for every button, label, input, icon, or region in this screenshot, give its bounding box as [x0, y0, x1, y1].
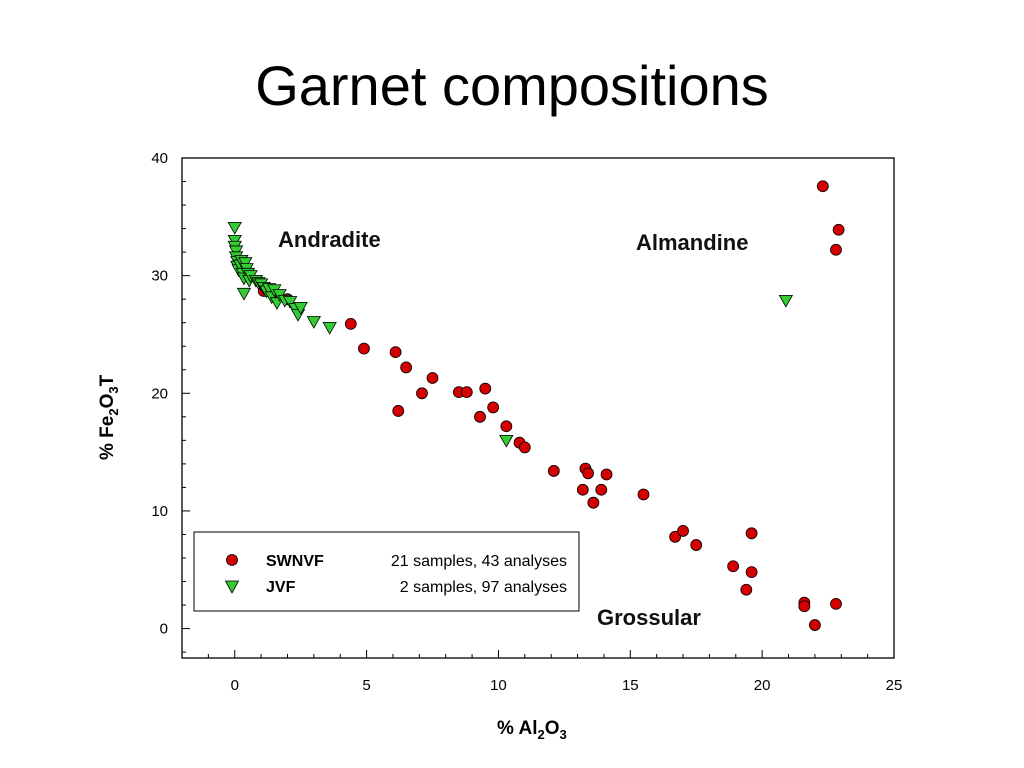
y-axis-ticks: 0 10 20 30 40 — [151, 150, 190, 653]
swnvf-point — [358, 342, 370, 355]
legend: SWNVF 21 samples, 43 analyses JVF 2 samp… — [193, 531, 580, 612]
swnvf-point — [487, 401, 500, 414]
legend-swnvf-marker — [226, 554, 238, 566]
y-axis-label-sub1: 2 — [106, 408, 121, 415]
swnvf-point — [518, 441, 531, 454]
swnvf-point — [426, 372, 439, 384]
legend-jvf-detail: 2 samples, 97 analyses — [400, 579, 567, 596]
swnvf-point — [547, 465, 560, 477]
legend-swnvf-detail: 21 samples, 43 analyses — [391, 553, 567, 570]
swnvf-point — [798, 600, 811, 613]
swnvf-point — [344, 317, 357, 330]
y-axis-label-mid: O — [97, 394, 118, 409]
page-title: Garnet compositions — [255, 54, 769, 117]
swnvf-point — [474, 410, 486, 423]
annotation-grossular: Grossular — [597, 605, 701, 630]
jvf-point — [499, 434, 514, 448]
x-tick-label: 5 — [362, 677, 370, 694]
jvf-point — [778, 294, 794, 308]
y-tick-label: 10 — [151, 503, 168, 520]
swnvf-point — [416, 387, 428, 400]
swnvf-point — [832, 223, 845, 236]
swnvf-point — [816, 180, 829, 193]
swnvf-point — [745, 566, 758, 579]
y-axis-label-suffix: T — [97, 374, 118, 386]
annotation-andradite: Andradite — [278, 227, 381, 252]
legend-jvf-marker — [224, 580, 240, 594]
jvf-point — [293, 302, 308, 315]
legend-box — [193, 531, 580, 612]
swnvf-point — [595, 483, 608, 496]
swnvf-point — [690, 539, 703, 551]
swnvf-point — [600, 468, 613, 481]
swnvf-point — [830, 597, 842, 610]
x-axis-label-sub2: 3 — [559, 727, 566, 742]
plot-frame — [181, 157, 895, 659]
x-axis-label: % Al2O3 — [497, 718, 567, 742]
swnvf-point — [669, 530, 682, 543]
y-axis-label-sub2: 3 — [106, 386, 121, 393]
y-tick-label: 20 — [151, 385, 168, 402]
x-axis-label-mid: O — [545, 718, 560, 739]
swnvf-point — [677, 525, 689, 537]
x-tick-label: 0 — [231, 677, 239, 694]
swnvf-point — [587, 496, 600, 509]
x-axis-ticks: 0 5 10 15 20 25 — [207, 650, 903, 694]
swnvf-point — [479, 382, 492, 395]
swnvf-point — [582, 467, 595, 480]
y-tick-label: 30 — [151, 268, 168, 285]
swnvf-point — [500, 420, 513, 433]
x-tick-label: 20 — [754, 677, 771, 694]
swnvf-point — [727, 560, 740, 573]
swnvf-point — [460, 386, 473, 399]
swnvf-point — [389, 346, 402, 359]
jvf-point — [236, 287, 252, 301]
legend-jvf-name: JVF — [266, 579, 296, 596]
y-axis-label-prefix: % Fe — [97, 416, 118, 460]
y-axis-label: % Fe2O3T — [97, 374, 121, 460]
swnvf-point — [576, 483, 589, 496]
y-tick-label: 0 — [160, 621, 168, 638]
jvf-point — [322, 322, 337, 335]
x-axis-label-sub1: 2 — [537, 727, 544, 742]
data-points — [227, 180, 845, 631]
jvf-point — [306, 316, 322, 329]
annotation-almandine: Almandine — [636, 230, 748, 255]
x-tick-label: 25 — [886, 677, 903, 694]
x-tick-label: 10 — [490, 677, 507, 694]
jvf-point — [227, 222, 242, 235]
swnvf-point — [637, 488, 650, 501]
jvf-point — [282, 296, 298, 309]
swnvf-point — [400, 361, 413, 374]
swnvf-point — [392, 405, 405, 417]
swnvf-point — [830, 243, 842, 256]
y-tick-label: 40 — [151, 150, 168, 167]
x-tick-label: 15 — [622, 677, 639, 694]
swnvf-point — [740, 583, 753, 596]
x-axis-label-prefix: % Al — [497, 718, 537, 739]
legend-swnvf-name: SWNVF — [266, 553, 324, 570]
swnvf-point — [745, 527, 758, 540]
swnvf-point — [808, 619, 821, 631]
